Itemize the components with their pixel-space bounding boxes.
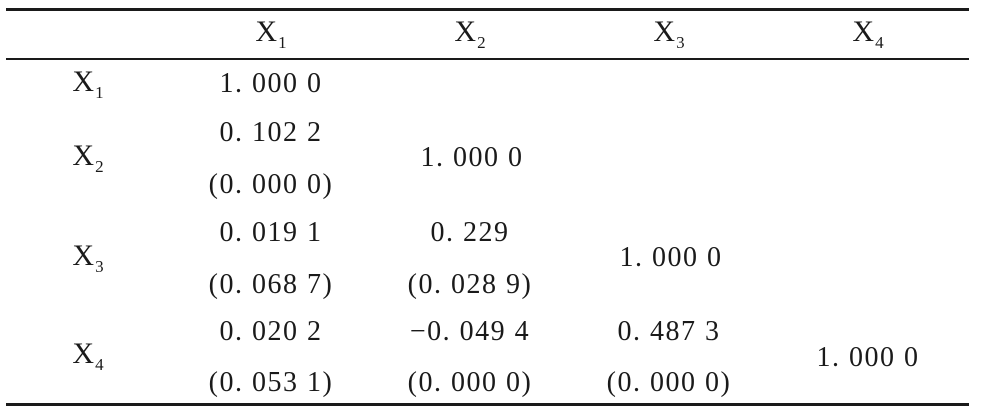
row-header-x3: X3 xyxy=(72,239,104,276)
cell-x3-x2-pvalue: (0. 028 9) xyxy=(407,269,533,300)
row-header-x2: X2 xyxy=(72,139,104,176)
cell-x1-x1: 1. 000 0 xyxy=(219,68,323,99)
cell-x4-x2-coefficient: −0. 049 4 xyxy=(409,316,531,347)
cell-x4-x3-coefficient: 0. 487 3 xyxy=(617,316,721,347)
cell-x2-x2: 1. 000 0 xyxy=(420,142,524,173)
cell-x3-x2-coefficient: 0. 229 xyxy=(430,217,510,248)
column-header-x1: X1 xyxy=(255,15,287,52)
row-header-x1: X1 xyxy=(72,65,104,102)
row-header-x4: X4 xyxy=(72,337,104,374)
table-bottom-rule xyxy=(6,403,969,406)
cell-x4-x1-pvalue: (0. 053 1) xyxy=(208,367,334,398)
column-header-x2: X2 xyxy=(454,15,486,52)
cell-x4-x3-pvalue: (0. 000 0) xyxy=(606,367,732,398)
table-header-rule xyxy=(6,58,969,60)
column-header-x4: X4 xyxy=(852,15,884,52)
cell-x3-x1-coefficient: 0. 019 1 xyxy=(219,217,323,248)
column-header-x3: X3 xyxy=(653,15,685,52)
cell-x4-x2-pvalue: (0. 000 0) xyxy=(407,367,533,398)
cell-x2-x1-coefficient: 0. 102 2 xyxy=(219,117,323,148)
cell-x3-x3: 1. 000 0 xyxy=(619,242,723,273)
table-top-rule xyxy=(6,8,969,11)
cell-x3-x1-pvalue: (0. 068 7) xyxy=(208,269,334,300)
cell-x4-x1-coefficient: 0. 020 2 xyxy=(219,316,323,347)
cell-x4-x4: 1. 000 0 xyxy=(816,342,920,373)
cell-x2-x1-pvalue: (0. 000 0) xyxy=(208,169,334,200)
